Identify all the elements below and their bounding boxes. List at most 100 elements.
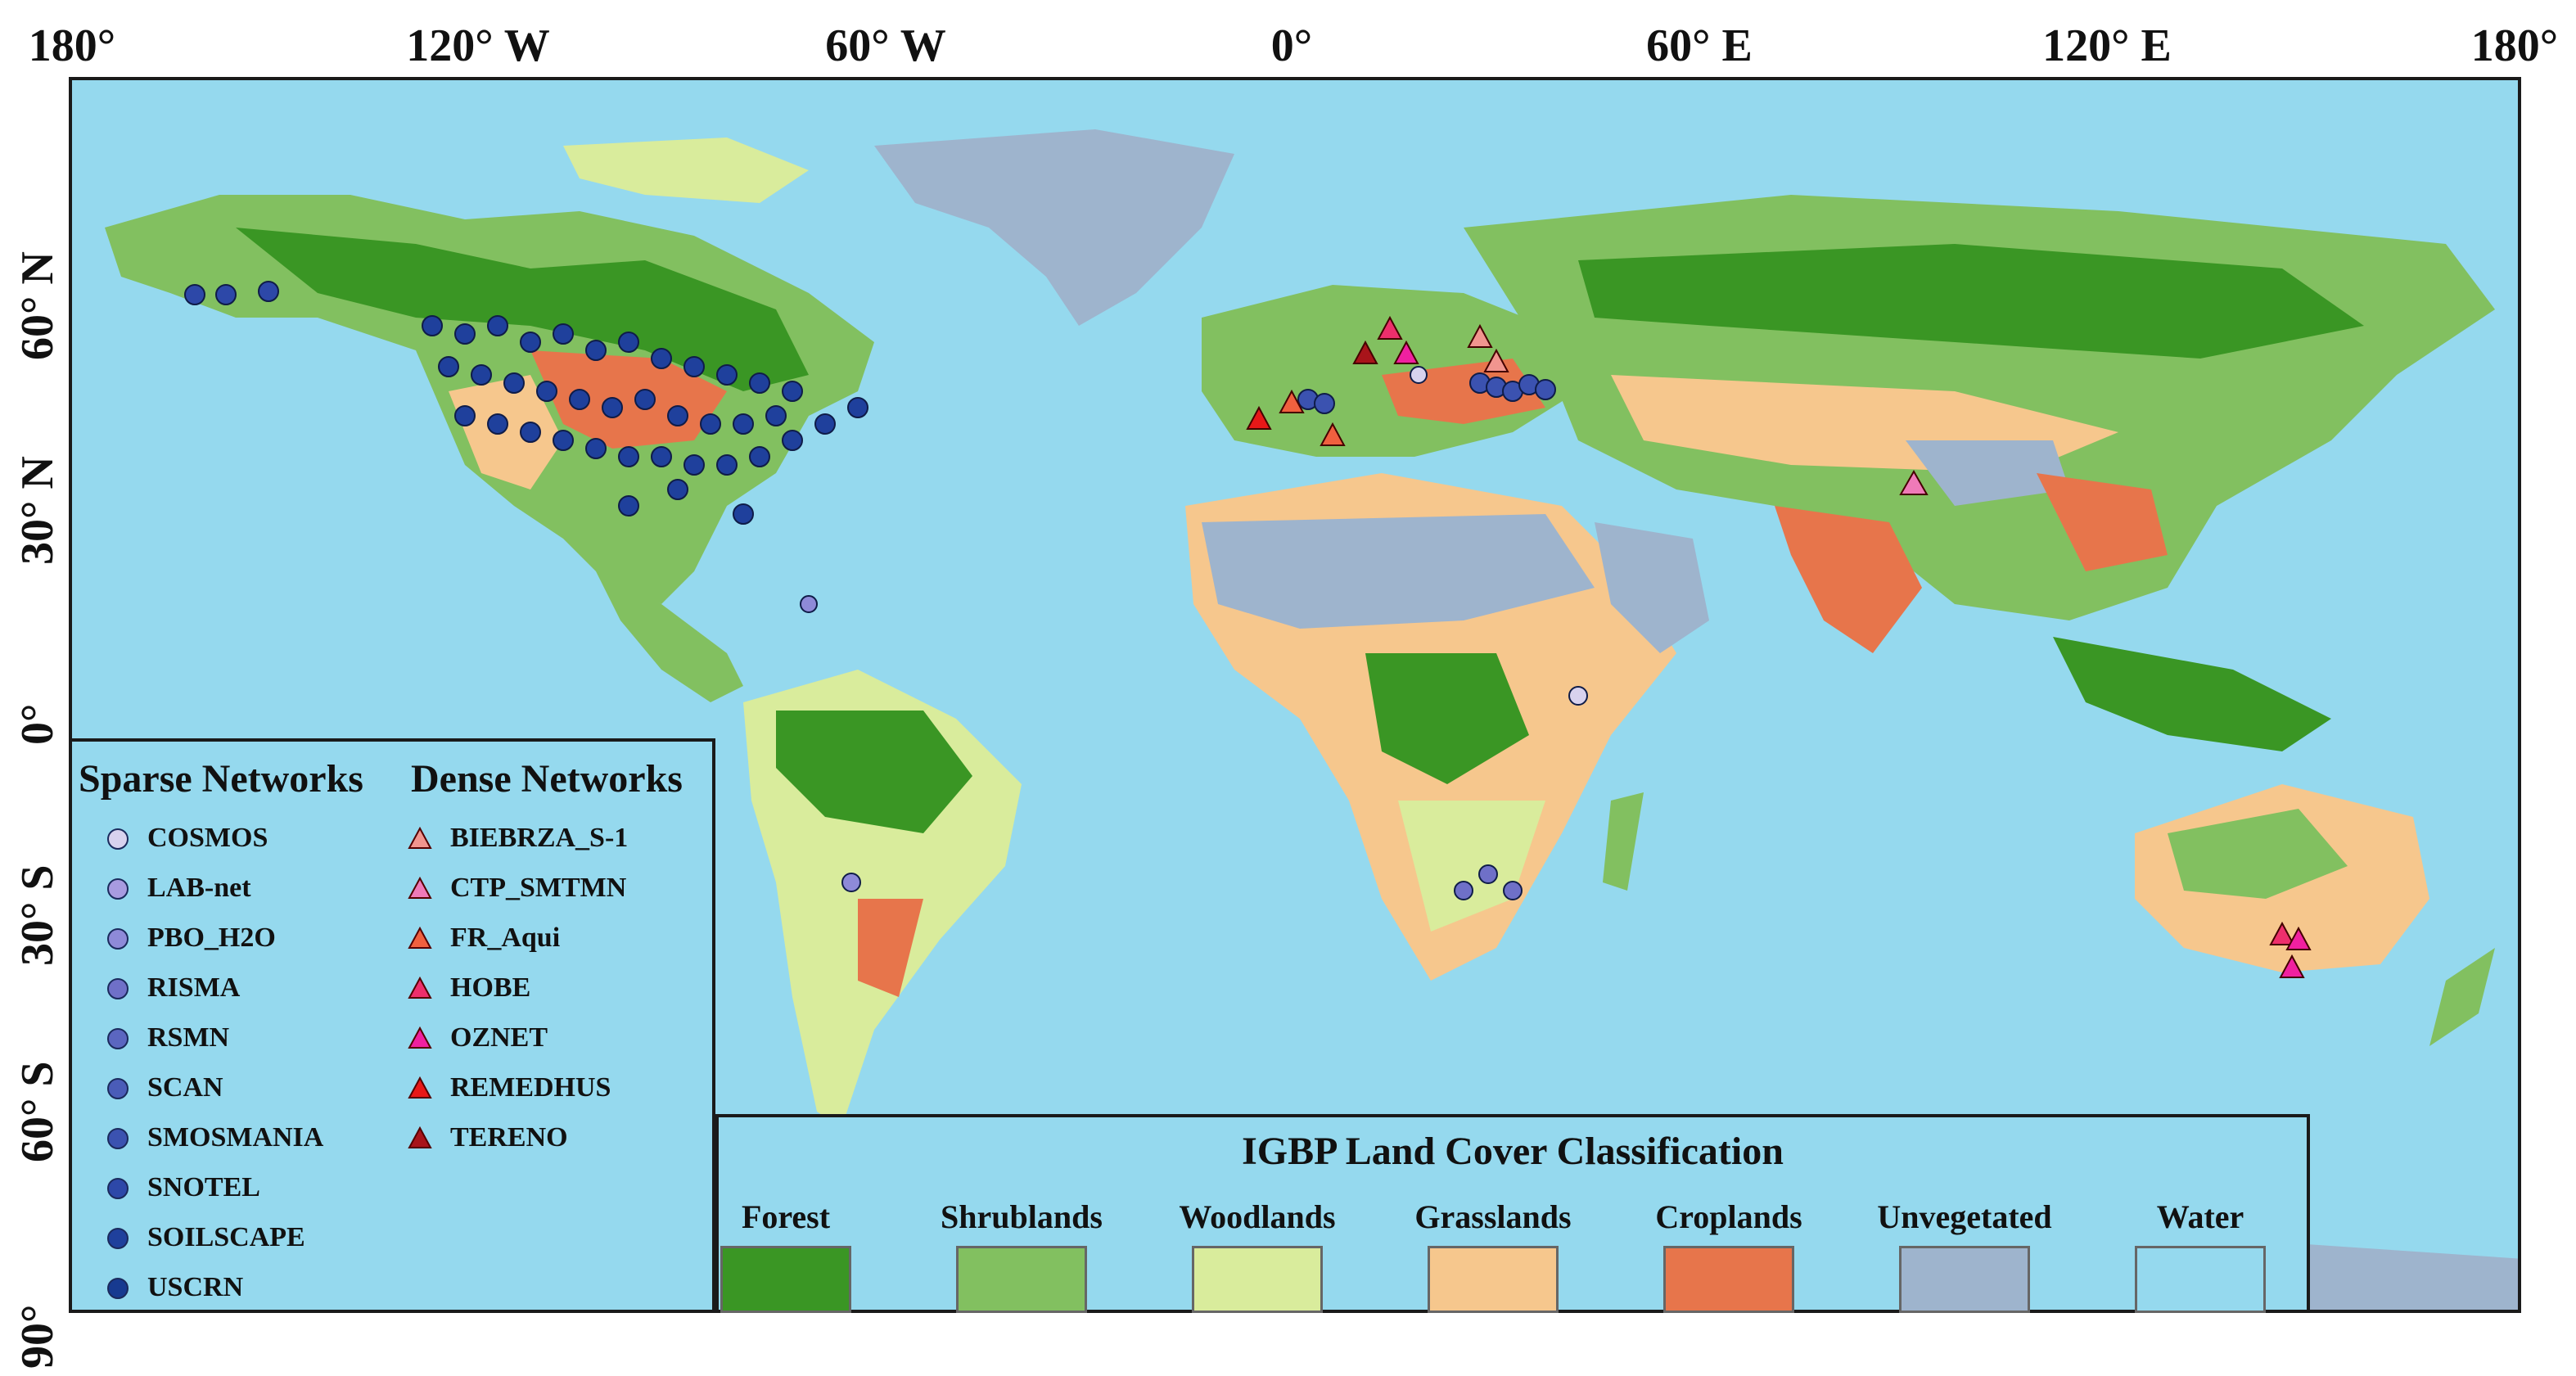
south-america-croplands	[858, 899, 923, 997]
igbp-class-entry: Forest	[679, 1198, 892, 1313]
igbp-color-swatch	[1899, 1246, 2030, 1313]
igbp-class-label: Shrublands	[941, 1198, 1103, 1235]
igbp-class-entry: Croplands	[1622, 1198, 1835, 1313]
circle-marker-icon	[105, 1225, 129, 1250]
australia-shrublands	[2168, 809, 2348, 899]
igbp-class-entry: Unvegetated	[1858, 1198, 2071, 1313]
dense-stations-asia	[1899, 469, 1929, 495]
igbp-class-entry: Woodlands	[1151, 1198, 1364, 1313]
igbp-class-entry: Grasslands	[1387, 1198, 1599, 1313]
lon-label-180e: 180°	[2470, 20, 2559, 71]
sparse-network-label: COSMOS	[147, 823, 268, 853]
new-zealand-landmass	[2429, 948, 2495, 1046]
lon-label-0: 0°	[1270, 20, 1313, 71]
lat-label-90s: 90°	[12, 1304, 63, 1369]
india-croplands	[1775, 506, 1922, 653]
sparse-network-label: PBO_H2O	[147, 923, 276, 953]
lat-label-60s: 60° S	[12, 1061, 63, 1162]
dense-network-label: TERENO	[450, 1122, 568, 1153]
triangle-marker-icon	[408, 976, 432, 1000]
dense-network-entry: REMEDHUS	[408, 1068, 611, 1108]
congo-forest	[1365, 653, 1529, 784]
igbp-class-label: Croplands	[1655, 1198, 1802, 1235]
dense-network-entry: HOBE	[408, 968, 530, 1008]
igbp-class-label: Woodlands	[1179, 1198, 1336, 1235]
dense-network-label: OZNET	[450, 1022, 548, 1053]
igbp-class-entry: Shrublands	[915, 1198, 1128, 1313]
triangle-marker-icon	[408, 1076, 432, 1100]
sparse-network-entry: SNOTEL	[105, 1168, 260, 1207]
igbp-color-swatch	[1663, 1246, 1794, 1313]
stations-south-america	[841, 873, 861, 892]
dense-network-entry: TERENO	[408, 1118, 568, 1157]
sparse-network-label: RISMA	[147, 972, 241, 1003]
circle-marker-icon	[105, 1026, 129, 1050]
sparse-network-entry: RISMA	[105, 968, 240, 1008]
lon-label-60e: 60° E	[1646, 20, 1753, 71]
siberia-forest	[1578, 244, 2364, 359]
circle-marker-icon	[105, 976, 129, 1000]
lat-label-0: 0°	[12, 703, 63, 745]
stations-usa	[422, 315, 868, 613]
dense-network-entry: CTP_SMTMN	[408, 868, 626, 908]
circle-marker-icon	[105, 1175, 129, 1200]
igbp-legend-title: IGBP Land Cover Classification	[1242, 1130, 1784, 1173]
igbp-color-swatch	[956, 1246, 1087, 1313]
triangle-marker-icon	[408, 826, 432, 850]
sparse-network-entry: COSMOS	[105, 819, 268, 858]
lon-label-60w: 60° W	[825, 20, 946, 71]
dense-networks-title: Dense Networks	[411, 757, 683, 801]
southeast-asia-islands	[2053, 637, 2331, 751]
sparse-network-entry: USCRN	[105, 1268, 243, 1307]
sparse-network-entry: PBO_H2O	[105, 918, 276, 958]
triangle-marker-icon	[408, 1026, 432, 1050]
dense-network-label: HOBE	[450, 972, 531, 1003]
igbp-class-label: Unvegetated	[1877, 1198, 2052, 1235]
igbp-class-label: Water	[2156, 1198, 2244, 1235]
madagascar-landmass	[1603, 792, 1644, 891]
lat-label-60n: 60° N	[12, 251, 63, 360]
lat-label-30s: 30° S	[12, 864, 63, 966]
igbp-color-swatch	[2135, 1246, 2266, 1313]
sparse-networks-title: Sparse Networks	[79, 757, 363, 801]
sparse-network-label: LAB-net	[147, 873, 251, 903]
sahara-unvegetated	[1202, 514, 1595, 629]
dense-network-entry: OZNET	[408, 1018, 548, 1058]
stations-alaska	[184, 281, 279, 305]
lon-label-180w: 180°	[28, 20, 116, 71]
sparse-network-entry: SOILSCAPE	[105, 1218, 305, 1257]
sparse-network-entry: RSMN	[105, 1018, 229, 1058]
sparse-network-label: USCRN	[147, 1272, 244, 1302]
igbp-color-swatch	[720, 1246, 851, 1313]
dense-stations-europe	[1246, 315, 1509, 446]
igbp-color-swatch	[1428, 1246, 1559, 1313]
dense-stations-australia	[2269, 921, 2312, 978]
amazon-forest	[776, 711, 972, 833]
triangle-marker-icon	[408, 926, 432, 950]
circle-marker-icon	[105, 1076, 129, 1100]
sparse-network-entry: SCAN	[105, 1068, 223, 1108]
lon-label-120e: 120° E	[2042, 20, 2172, 71]
circle-marker-icon	[105, 826, 129, 850]
arabia-unvegetated	[1595, 522, 1709, 653]
circle-marker-icon	[105, 876, 129, 900]
circle-marker-icon	[105, 1275, 129, 1300]
dense-network-label: FR_Aqui	[450, 923, 561, 953]
lon-label-120w: 120° W	[406, 20, 550, 71]
stations-africa	[1454, 686, 1588, 900]
sparse-network-entry: LAB-net	[105, 868, 251, 908]
dense-network-label: REMEDHUS	[450, 1072, 611, 1103]
stations-europe	[1297, 366, 1556, 414]
igbp-color-swatch	[1192, 1246, 1323, 1313]
lat-label-30n: 30° N	[12, 456, 63, 565]
dense-network-entry: BIEBRZA_S-1	[408, 819, 628, 858]
igbp-class-label: Forest	[741, 1198, 831, 1235]
igbp-legend: IGBP Land Cover Classification Forest Shr…	[715, 1114, 2310, 1313]
sparse-network-label: SOILSCAPE	[147, 1222, 305, 1252]
central-america-landmass	[596, 571, 743, 702]
sparse-network-label: SCAN	[147, 1072, 223, 1103]
triangle-marker-icon	[408, 1126, 432, 1150]
us-grassland	[449, 375, 563, 489]
igbp-class-label: Grasslands	[1414, 1198, 1572, 1235]
sparse-network-label: RSMN	[147, 1022, 230, 1053]
